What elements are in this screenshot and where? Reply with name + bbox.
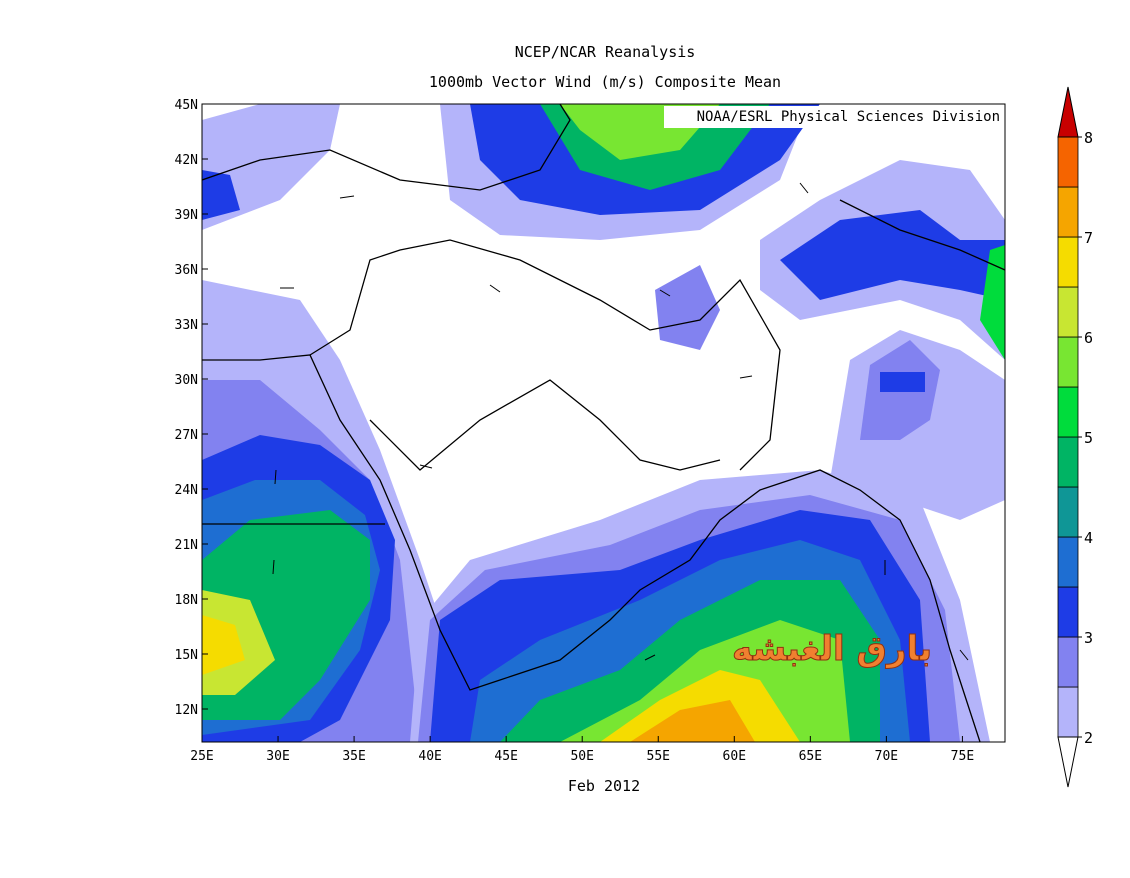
watermark: بارق الغبشه bbox=[732, 629, 932, 669]
colorbar-tick-label: 4 bbox=[1084, 529, 1093, 547]
contour-fill bbox=[880, 372, 925, 392]
x-tick-label: 55E bbox=[647, 749, 670, 764]
x-tick-label: 35E bbox=[342, 749, 365, 764]
y-tick-label: 42N bbox=[175, 153, 198, 168]
plot-frame bbox=[201, 103, 1006, 743]
colorbar-band bbox=[1057, 436, 1079, 488]
colorbar-band bbox=[1057, 336, 1079, 388]
title-line: NCEP/NCAR Reanalysis bbox=[515, 43, 696, 61]
contour-fill bbox=[980, 245, 1005, 360]
colorbar-band bbox=[1057, 386, 1079, 438]
colorbar: 2 3 4 5 6 7 8 bbox=[1057, 86, 1093, 788]
contour-fill bbox=[202, 170, 240, 220]
colorbar-band bbox=[1057, 686, 1079, 738]
axes: 25E 30E 35E 40E 45E 50E 55E 60E 65E 70E 75E 12N 15N 1… bbox=[175, 98, 975, 764]
wind-vectors bbox=[272, 182, 969, 661]
x-tick-label: 60E bbox=[723, 749, 746, 764]
x-tick-label: 65E bbox=[799, 749, 822, 764]
contour-fill bbox=[780, 210, 1005, 300]
x-tick-label: 50E bbox=[570, 749, 593, 764]
colorbar-tick-label: 6 bbox=[1084, 329, 1093, 347]
y-tick-label: 18N bbox=[175, 593, 198, 608]
credit: NOAA/ESRL Physical Sciences Division bbox=[697, 109, 1000, 125]
colorbar-tick-label: 5 bbox=[1084, 429, 1093, 447]
x-tick-label: 25E bbox=[190, 749, 213, 764]
colorbar-tick-label: 7 bbox=[1084, 229, 1093, 247]
colorbar-band bbox=[1057, 236, 1079, 288]
colorbar-tick-label: 2 bbox=[1084, 729, 1093, 747]
colorbar-band bbox=[1057, 186, 1079, 238]
colorbar-under bbox=[1057, 736, 1079, 788]
y-tick-label: 12N bbox=[175, 703, 198, 718]
y-tick-label: 15N bbox=[175, 648, 198, 663]
y-tick-label: 33N bbox=[175, 318, 198, 333]
credit-box bbox=[664, 106, 1004, 128]
y-tick-label: 24N bbox=[175, 483, 198, 498]
colorbar-band bbox=[1057, 136, 1079, 188]
colorbar-band bbox=[1057, 586, 1079, 638]
y-tick-label: 30N bbox=[175, 373, 198, 388]
colorbar-tick-label: 8 bbox=[1084, 129, 1093, 147]
title-line: 1000mb Vector Wind (m/s) Composite Mean bbox=[429, 73, 781, 91]
y-tick-label: 36N bbox=[175, 263, 198, 278]
colorbar-tick-label: 3 bbox=[1084, 629, 1093, 647]
contours bbox=[202, 104, 1005, 742]
colorbar-band bbox=[1057, 536, 1079, 588]
y-tick-label: 39N bbox=[175, 208, 198, 223]
contour-fill bbox=[630, 700, 755, 742]
x-tick-label: 45E bbox=[494, 749, 517, 764]
contour-fill bbox=[202, 615, 245, 675]
contour-fill bbox=[655, 265, 720, 350]
x-tick-label: 40E bbox=[418, 749, 441, 764]
y-tick-label: 27N bbox=[175, 428, 198, 443]
coastlines bbox=[202, 104, 1005, 742]
y-tick-label: 45N bbox=[175, 98, 198, 113]
colorbar-over bbox=[1057, 86, 1079, 138]
x-tick-label: 75E bbox=[951, 749, 974, 764]
x-axis-label: Feb 2012 bbox=[568, 777, 640, 795]
colorbar-band bbox=[1057, 486, 1079, 538]
y-tick-label: 21N bbox=[175, 538, 198, 553]
colorbar-band bbox=[1057, 286, 1079, 338]
x-tick-label: 30E bbox=[266, 749, 289, 764]
x-tick-label: 70E bbox=[875, 749, 898, 764]
colorbar-band bbox=[1057, 636, 1079, 688]
